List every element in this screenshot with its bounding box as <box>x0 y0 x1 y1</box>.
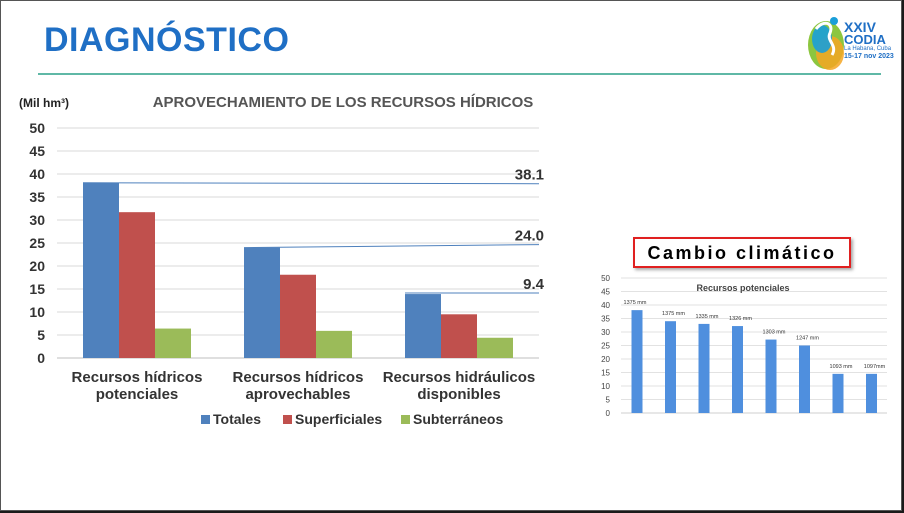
category-label: Recursos hídricos <box>233 369 364 386</box>
climate-data-label: 1335 mm <box>696 314 719 320</box>
bar-subterráneos <box>477 337 513 358</box>
climate-bar <box>799 345 810 413</box>
total-reference-line <box>243 244 540 249</box>
climate-data-label: 1093 mm <box>830 364 853 370</box>
climate-bar <box>732 326 743 413</box>
category-label: Recursos hidráulicos <box>383 369 536 386</box>
legend-label-subterráneos: Subterráneos <box>413 411 503 427</box>
logo-line2: CODIA <box>844 32 886 47</box>
y-tick-label: 30 <box>601 328 610 337</box>
total-reference-line <box>82 182 540 185</box>
y-tick-label: 45 <box>601 288 610 297</box>
climate-data-label: 1375 mm <box>662 311 685 317</box>
category-label: aprovechables <box>245 386 350 403</box>
bar-totales <box>405 294 441 358</box>
climate-data-label: 1326 mm <box>729 316 752 322</box>
y-tick-label: 20 <box>601 355 610 364</box>
annotation-label: 38.1 <box>515 167 544 184</box>
legend-swatch-superficiales <box>283 415 292 424</box>
logo-line3: La Habana, Cuba <box>844 46 892 52</box>
climate-bar <box>665 321 676 413</box>
climate-data-label: 1303 mm <box>763 330 786 336</box>
category-label: potenciales <box>96 386 179 403</box>
y-tick-label: 45 <box>29 143 45 159</box>
climate-change-box: Cambio climático <box>633 237 851 268</box>
y-unit-label: (Mil hm³) <box>19 96 69 110</box>
legend-label-superficiales: Superficiales <box>295 411 382 427</box>
legend-swatch-totales <box>201 415 210 424</box>
climate-data-label: 1375 mm <box>624 300 647 306</box>
y-tick-label: 30 <box>29 212 45 228</box>
bar-superficiales <box>280 274 316 358</box>
y-tick-label: 15 <box>601 369 610 378</box>
category-label: disponibles <box>417 386 500 403</box>
annotation-label: 9.4 <box>523 276 545 293</box>
climate-bar <box>832 373 844 413</box>
y-tick-label: 40 <box>601 301 610 310</box>
logo-line1: XXIV <box>844 19 876 35</box>
bar-totales <box>244 247 280 358</box>
y-tick-label: 25 <box>601 342 610 351</box>
y-tick-label: 20 <box>29 258 45 274</box>
annotation-label: 24.0 <box>515 228 544 245</box>
climate-bar-chart: 0 5 10 15 20 25 30 35 40 45 50 Recursos potenciales… <box>601 274 887 418</box>
codia-logo-icon <box>808 17 844 70</box>
y-tick-label: 15 <box>29 281 45 297</box>
y-tick-label: 35 <box>601 315 610 324</box>
y-tick-label: 5 <box>37 327 45 343</box>
chart-title: APROVECHAMIENTO DE LOS RECURSOS HÍDRICOS <box>153 94 534 111</box>
codia-logo: XXIV CODIA La Habana, Cuba 15-17 nov 202… <box>804 9 900 77</box>
bar-totales <box>83 182 119 358</box>
climate-data-label: 1247 mm <box>796 336 819 342</box>
bar-superficiales <box>119 212 155 358</box>
legend-swatch-subterráneos <box>401 415 410 424</box>
y-tick-label: 50 <box>29 120 45 136</box>
main-bar-chart: (Mil hm³) APROVECHAMIENTO DE LOS RECURSOS… <box>19 94 545 427</box>
climate-data-label: 1097mm <box>864 364 886 370</box>
climate-bar <box>765 339 777 413</box>
y-tick-label: 40 <box>29 166 45 182</box>
climate-change-label: Cambio climático <box>647 243 837 263</box>
y-tick-label: 5 <box>606 396 611 405</box>
y-tick-label: 0 <box>606 409 611 418</box>
legend-label-totales: Totales <box>213 411 261 427</box>
bar-subterráneos <box>155 328 191 358</box>
y-tick-label: 25 <box>29 235 45 251</box>
logo-line4: 15-17 nov 2023 <box>844 53 894 60</box>
bar-subterráneos <box>316 330 352 358</box>
y-tick-label: 10 <box>601 382 610 391</box>
climate-bar <box>698 323 710 413</box>
bar-superficiales <box>441 314 477 358</box>
climate-bar <box>631 310 643 413</box>
y-tick-label: 10 <box>29 304 45 320</box>
category-label: Recursos hídricos <box>72 369 203 386</box>
title-divider <box>38 73 881 75</box>
y-tick-label: 35 <box>29 189 45 205</box>
climate-bar <box>866 373 877 413</box>
y-tick-label: 0 <box>37 350 45 366</box>
climate-chart-title: Recursos potenciales <box>696 283 789 293</box>
slide-title: DIAGNÓSTICO <box>44 21 290 59</box>
y-tick-label: 50 <box>601 274 610 283</box>
